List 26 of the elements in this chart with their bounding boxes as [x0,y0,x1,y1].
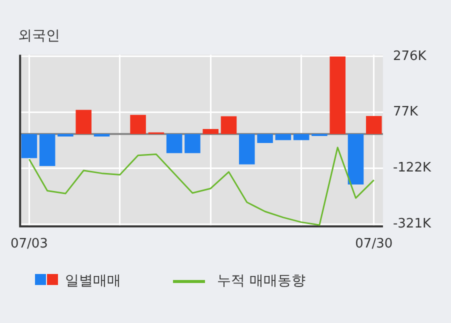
legend-label: 누적 매매동향 [217,272,306,290]
bar [202,128,219,134]
y-tick-label: -122K [392,160,432,176]
bar [366,116,382,134]
x-tick-label: 07/30 [355,236,393,252]
bar [257,134,273,143]
y-tick-label: 276K [392,48,427,64]
bar [58,134,74,137]
bar [130,114,146,134]
bar [39,134,56,166]
bar [166,134,182,154]
bar [184,134,200,154]
bar [239,134,255,164]
chart-title: 외국인 [18,28,60,44]
bar [220,116,237,134]
bar [348,134,364,185]
y-tick-label: -321K [392,216,432,232]
bar [275,134,292,140]
bar [76,110,92,134]
legend-label: 일별매매 [65,272,121,290]
bar [21,134,38,158]
bar [293,134,310,140]
x-tick-label: 07/03 [10,236,48,252]
bar [94,134,110,137]
bar [330,56,346,134]
y-tick-label: 77K [392,104,419,120]
